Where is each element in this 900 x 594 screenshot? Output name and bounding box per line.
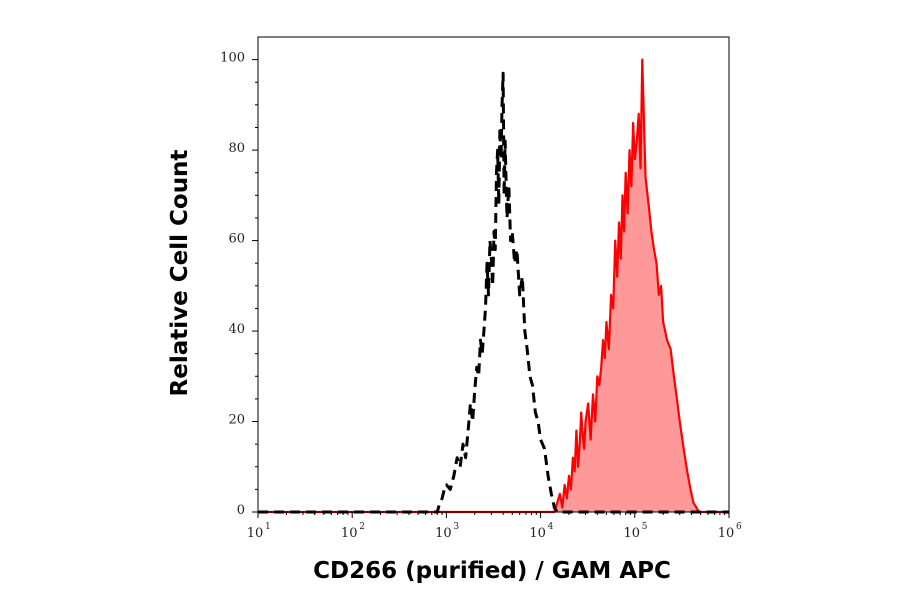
series-0-line	[258, 71, 729, 514]
y-tick-label: 100	[220, 51, 245, 66]
x-tick-label: 10	[341, 526, 358, 541]
x-tick-label: 10	[435, 526, 452, 541]
y-axis-title: Relative Cell Count	[167, 150, 193, 397]
x-tick-label: 10	[718, 526, 735, 541]
y-tick-label: 80	[228, 141, 245, 156]
x-tick-exponent: 6	[736, 522, 742, 532]
y-tick-label: 20	[228, 413, 245, 428]
x-tick-exponent: 5	[642, 522, 648, 532]
x-tick-exponent: 1	[265, 522, 271, 532]
y-tick-label: 60	[228, 232, 245, 247]
y-tick-label: 40	[228, 322, 245, 337]
x-tick-label: 10	[529, 526, 546, 541]
y-tick-label: 0	[237, 503, 245, 518]
plot-frame	[257, 36, 730, 513]
x-tick-label: 10	[247, 526, 264, 541]
x-tick-label: 10	[624, 526, 641, 541]
x-axis-title: CD266 (purified) / GAM APC	[313, 558, 671, 584]
series-1-fill	[258, 59, 729, 513]
x-tick-exponent: 2	[359, 522, 365, 532]
x-tick-exponent: 3	[453, 522, 459, 532]
plot-area	[258, 58, 729, 514]
series-1-line	[258, 58, 729, 514]
x-tick-exponent: 4	[548, 522, 554, 532]
